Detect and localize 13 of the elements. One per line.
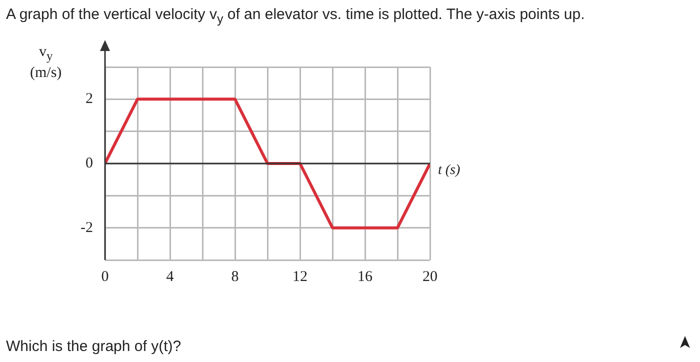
x-axis-title: t (s): [438, 163, 460, 179]
text: Which is the graph of y(t)?: [6, 338, 182, 355]
x-tick-label: 20: [422, 268, 438, 285]
chart-title: A graph of the vertical velocity v$_{y}$ of an elevator vs. time is plotted. The y-axis points up.: [6, 6, 585, 26]
y-tick-label: -2: [80, 220, 93, 236]
y-tick-label: 2: [86, 91, 93, 108]
y-axis-title: v$_{y}$ (m/s): [30, 44, 62, 82]
x-tick-label: 8: [231, 268, 239, 285]
x-tick-label: 4: [166, 268, 174, 285]
x-tick-label: 0: [101, 268, 109, 285]
x-tick-label: 12: [292, 268, 308, 285]
y-tick-label: 0: [86, 155, 93, 172]
x-tick-label: 16: [358, 268, 373, 285]
